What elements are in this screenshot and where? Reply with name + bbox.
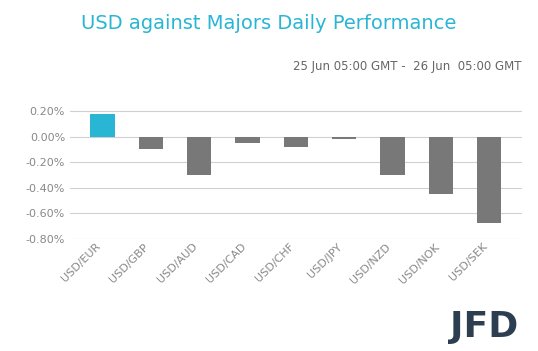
Bar: [429, 137, 453, 194]
Bar: [187, 137, 211, 175]
Bar: [332, 137, 356, 139]
Bar: [284, 137, 308, 147]
Bar: [236, 137, 260, 143]
Text: USD against Majors Daily Performance: USD against Majors Daily Performance: [81, 14, 457, 33]
Bar: [90, 114, 115, 137]
Bar: [139, 137, 163, 149]
Bar: [477, 137, 501, 223]
Text: 25 Jun 05:00 GMT -  26 Jun  05:00 GMT: 25 Jun 05:00 GMT - 26 Jun 05:00 GMT: [293, 60, 522, 73]
Bar: [380, 137, 405, 175]
Text: JFD: JFD: [450, 310, 518, 344]
